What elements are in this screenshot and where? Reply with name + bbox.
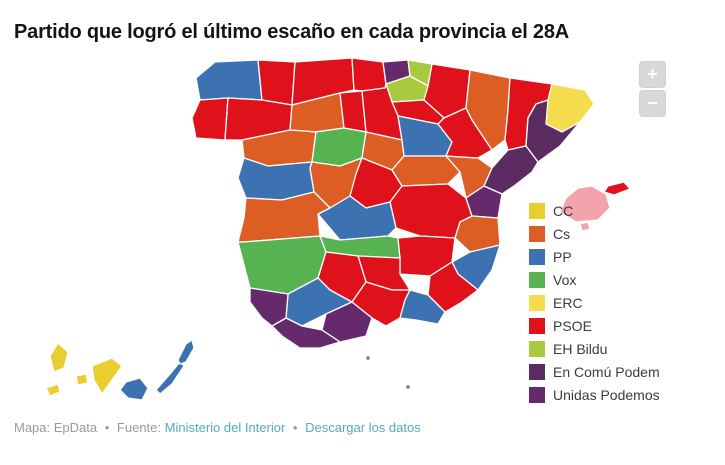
map-credit: Mapa: EpData [14, 420, 98, 435]
legend-swatch [529, 386, 545, 403]
province-barcelona[interactable] [525, 99, 581, 163]
legend-item: EH Bildu [529, 337, 660, 360]
province-pontevedra[interactable] [191, 97, 229, 141]
province-gran-canaria[interactable] [119, 377, 149, 401]
province-la-gomera[interactable] [75, 373, 89, 386]
province-cadiz[interactable] [271, 317, 341, 349]
zoom-in-button[interactable]: + [639, 61, 666, 88]
province-menorca[interactable] [603, 181, 631, 196]
legend-item: ERC [529, 291, 660, 314]
province-lugo[interactable] [257, 59, 296, 106]
province-melilla[interactable] [404, 383, 412, 391]
province-almeria[interactable] [399, 289, 446, 325]
legend-item: PP [529, 245, 660, 268]
legend-swatch [529, 225, 545, 242]
legend-label: EH Bildu [553, 340, 608, 357]
legend-item: Vox [529, 268, 660, 291]
legend-label: CC [553, 202, 574, 219]
separator-dot: • [292, 420, 298, 435]
province-cantabria[interactable] [351, 57, 387, 92]
province-lanzarote[interactable] [177, 339, 195, 365]
province-la-palma[interactable] [49, 342, 69, 373]
footer: Mapa: EpData • Fuente: Ministerio del In… [14, 420, 421, 435]
province-huelva[interactable] [249, 287, 289, 327]
separator-dot: • [104, 420, 110, 435]
province-ibiza[interactable] [579, 221, 591, 232]
legend-swatch [529, 317, 545, 334]
legend-item: Unidas Podemos [529, 383, 660, 406]
legend-label: PSOE [553, 317, 592, 334]
province-tenerife[interactable] [91, 357, 123, 395]
province-ceuta[interactable] [364, 354, 372, 362]
legend-label: Vox [553, 271, 577, 288]
legend-item: Cs [529, 222, 660, 245]
legend-swatch [529, 202, 545, 219]
province-mallorca[interactable] [559, 185, 611, 223]
province-fuerteventura[interactable] [155, 361, 185, 395]
legend-label: Cs [553, 225, 571, 242]
legend-item: CC [529, 199, 660, 222]
source-link[interactable]: Ministerio del Interior [164, 420, 286, 435]
legend-swatch [529, 271, 545, 288]
legend-label: PP [553, 248, 572, 265]
legend-label: ERC [553, 294, 583, 311]
page-title: Partido que logró el último escaño en ca… [14, 21, 570, 44]
legend-item: En Comú Podem [529, 360, 660, 383]
legend-swatch [529, 340, 545, 357]
legend-swatch [529, 248, 545, 265]
legend-label: En Comú Podem [553, 363, 660, 380]
zoom-out-button[interactable]: − [639, 90, 666, 117]
legend-item: PSOE [529, 314, 660, 337]
province-a-coruna[interactable] [195, 59, 263, 101]
province-castellon[interactable] [465, 185, 503, 219]
download-data-link[interactable]: Descargar los datos [305, 420, 421, 435]
legend-swatch [529, 294, 545, 311]
legend-swatch [529, 363, 545, 380]
province-caceres[interactable] [237, 191, 331, 243]
legend-label: Unidas Podemos [553, 386, 660, 403]
province-el-hierro[interactable] [45, 383, 61, 397]
source-prefix: Fuente: [116, 420, 162, 435]
province-girona[interactable] [545, 83, 595, 133]
province-tarragona[interactable] [483, 145, 539, 195]
legend: CC Cs PP Vox ERC PSOE EH Bildu En Comú Podem Uni… [529, 199, 660, 406]
map-zoom-controls: + − [639, 61, 666, 117]
